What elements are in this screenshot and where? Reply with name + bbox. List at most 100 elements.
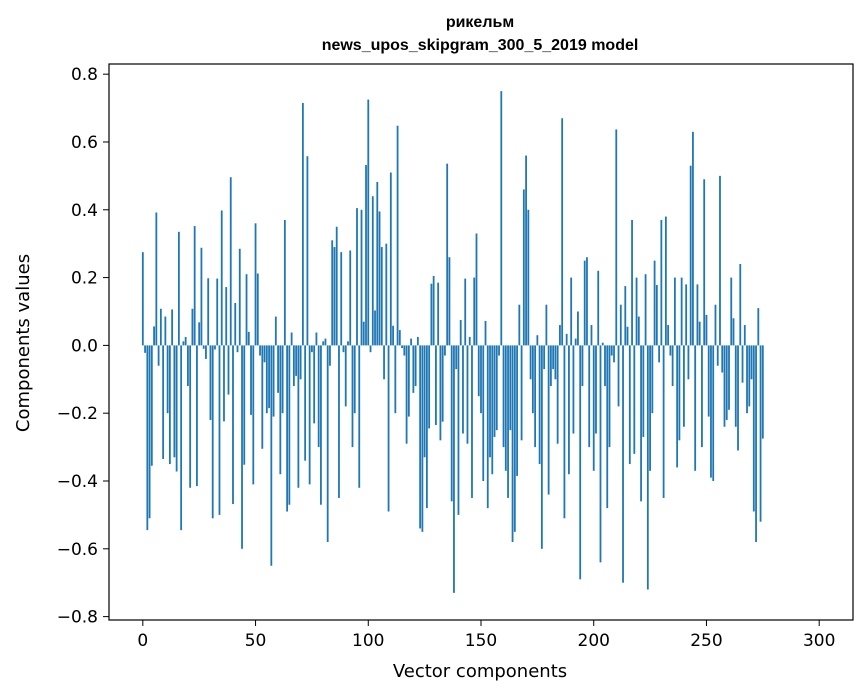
x-tick-label: 300 [803,631,835,651]
bar [757,308,760,346]
x-tick-label: 100 [352,631,384,651]
bar [430,283,433,346]
y-tick-label: −0.2 [57,404,98,424]
bar [453,345,455,593]
bar [644,274,647,346]
y-tick-label: 0.2 [71,269,98,289]
bar [554,345,557,380]
bar [288,345,291,505]
bar [405,345,408,444]
bar [265,345,268,414]
bar [144,345,146,353]
y-tick-label: 0.0 [71,336,98,356]
bar [419,345,422,529]
bar [182,341,185,346]
bar [207,278,210,346]
bar [559,325,561,346]
bar [669,345,672,356]
bar [748,345,751,407]
bar [601,342,604,346]
bar [667,325,670,346]
bar [268,345,270,409]
bar [317,345,320,448]
bar [358,345,361,488]
y-axis-ticks: −0.8 −0.6 −0.4 −0.2 0.0 0.2 0.4 0.6 0.8 [57,65,109,628]
bar [513,345,516,532]
bar [531,345,534,414]
bar [574,338,577,346]
bar [563,345,566,519]
bar [286,345,289,512]
bar [734,345,737,427]
x-axis-label: Vector components [393,661,567,682]
bar [347,341,349,346]
bar [680,277,683,346]
x-tick-label: 250 [690,631,722,651]
bar [153,326,155,346]
bar [520,345,523,441]
bar [157,345,160,366]
bar [597,270,600,346]
bar [459,319,462,346]
bar [369,345,372,353]
bar [250,345,252,415]
bar [315,332,318,346]
bar [743,325,746,346]
bar [626,326,629,346]
bar [504,345,507,471]
bar [304,345,307,461]
bar [184,336,187,346]
bar [234,303,237,346]
bar [683,345,685,427]
bar [712,345,715,481]
bar [577,311,579,346]
bar [236,345,239,353]
bar [495,345,498,431]
bar [414,345,417,387]
bar [225,287,228,346]
bar [220,210,223,346]
bar [552,345,555,370]
bar [730,277,733,346]
bar [707,345,710,417]
bar [229,177,232,346]
bar [752,345,755,512]
bar [180,345,183,531]
bar [403,345,406,356]
bar [292,345,295,387]
y-tick-label: 0.6 [71,133,98,153]
bar [295,345,298,376]
bar [595,345,597,434]
bar [205,345,207,359]
bar [349,250,352,346]
bar [259,345,261,356]
bar [410,338,413,346]
bar [308,345,311,485]
bar [450,345,453,502]
bar [696,284,699,346]
bar [640,345,642,502]
bar [326,345,329,543]
bar [516,345,518,476]
bar [646,345,649,590]
bar [694,345,697,471]
bar [241,345,243,549]
bar [507,345,509,498]
bar [301,102,304,346]
bar [739,264,742,346]
bar [209,345,212,420]
bar [673,277,676,346]
bar [728,345,730,410]
bar [166,345,169,414]
bar [297,345,300,488]
bar [473,277,476,346]
bar [435,345,437,426]
bar [732,318,735,346]
bar [468,336,471,346]
bar [617,345,620,407]
bar [252,345,255,485]
bar [171,309,174,346]
x-axis-ticks: 0 50 100 150 200 250 300 [137,620,835,651]
bar [545,304,548,346]
bar [737,345,739,451]
